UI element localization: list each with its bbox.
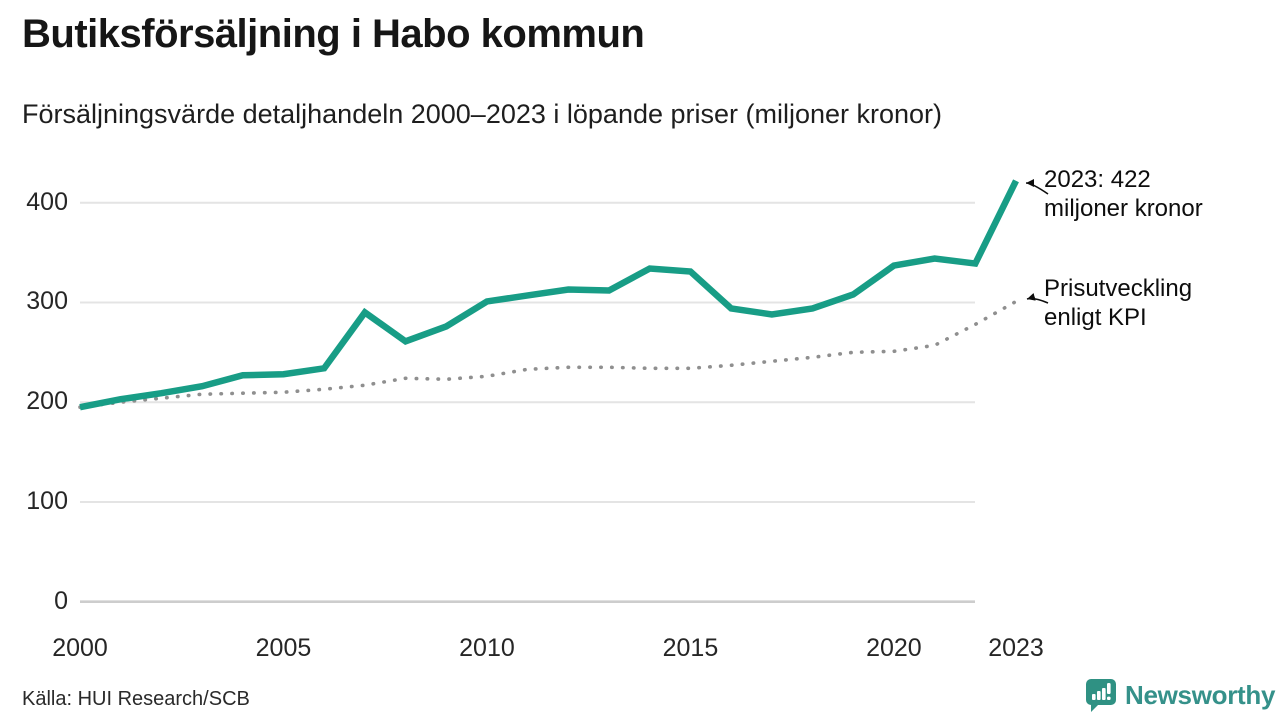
chart-subtitle: Försäljningsvärde detaljhandeln 2000–202…	[22, 99, 943, 129]
kpi-annotation: Prisutveckling enligt KPI	[1044, 274, 1280, 332]
newsworthy-logo: Newsworthy	[1084, 677, 1275, 713]
endpoint-arrow-icon	[1025, 179, 1049, 195]
newsworthy-logo-text: Newsworthy	[1125, 679, 1276, 710]
endpoint-annotation: 2023: 422 miljoner kronor	[1044, 165, 1280, 223]
kpi-price-line	[78, 299, 1018, 409]
series-group	[78, 179, 1019, 411]
annotation-arrows	[1025, 179, 1049, 304]
x-axis-tick-label: 2015	[662, 634, 719, 662]
y-axis-tick-label: 200	[26, 387, 68, 416]
endpoint-annotation-line1: 2023: 422	[1044, 166, 1151, 193]
x-axis-tick-label: 2023	[988, 634, 1044, 662]
kpi-annotation-line2: enligt KPI	[1044, 304, 1147, 331]
page-title: Butiksförsäljning i Habo kommun	[22, 12, 645, 56]
x-axis-tick-label: 2010	[459, 634, 515, 662]
kpi-arrow-icon	[1026, 292, 1049, 304]
y-axis-tick-label: 0	[54, 586, 68, 615]
endpoint-annotation-line2: miljoner kronor	[1044, 195, 1203, 222]
y-axis-tick-label: 400	[26, 187, 68, 216]
x-axis-tick-label: 2005	[255, 634, 312, 662]
newsworthy-logo-icon	[1086, 679, 1116, 712]
x-axis-tick-label: 2000	[52, 634, 108, 662]
source-note: Källa: HUI Research/SCB	[22, 688, 250, 710]
sales-line	[79, 179, 1019, 411]
kpi-annotation-line1: Prisutveckling	[1044, 275, 1193, 302]
x-axis-tick-label: 2020	[866, 634, 922, 662]
y-axis-tick-label: 300	[26, 287, 68, 316]
y-axis-tick-label: 100	[26, 486, 68, 515]
